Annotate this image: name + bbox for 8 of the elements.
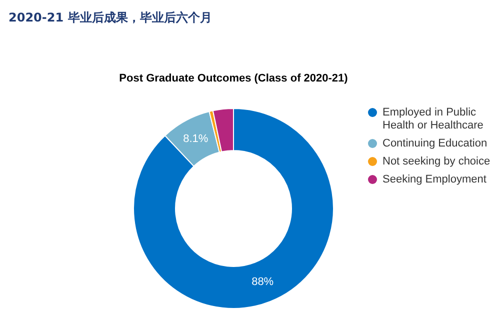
legend-label: Employed in Public Health or Healthcare: [382, 106, 484, 132]
data-label: 88%: [252, 276, 274, 288]
chart-title: 2020-21 毕业后成果，毕业后六个月: [8, 10, 212, 24]
legend-label: Seeking Employment: [382, 174, 486, 186]
data-label: 8.1%: [183, 133, 208, 146]
chart-subtitle: Post Graduate Outcomes (Class of 2020-21): [119, 72, 348, 84]
legend-label: Not seeking by choice: [382, 156, 490, 168]
legend-label: Continuing Education: [382, 138, 488, 150]
